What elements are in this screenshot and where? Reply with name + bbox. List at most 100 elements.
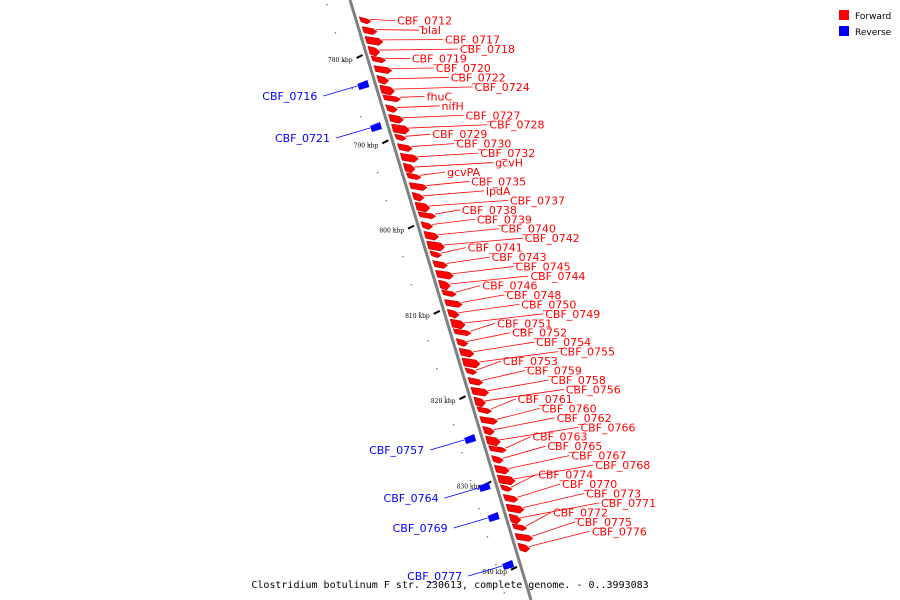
forward-gene-label: CBF_0740 xyxy=(501,223,556,236)
forward-gene-label: gcvH xyxy=(495,157,523,170)
forward-gene-label: CBF_0752 xyxy=(512,327,567,340)
forward-gene-block xyxy=(470,386,490,397)
caption: Clostridium botulinum F str. 230613, com… xyxy=(251,580,648,591)
forward-gene-label: CBF_0745 xyxy=(516,261,571,274)
forward-gene-leader xyxy=(487,379,549,392)
forward-gene-label: CBF_0763 xyxy=(532,431,587,444)
forward-gene-label: CBF_0729 xyxy=(432,128,487,141)
reverse-gene-block xyxy=(502,560,515,570)
forward-gene-leader xyxy=(519,502,600,519)
forward-gene-label: CBF_0771 xyxy=(601,497,656,510)
forward-gene-leader xyxy=(376,29,420,31)
legend-label: Reverse xyxy=(855,28,892,38)
forward-gene-leader xyxy=(461,294,505,303)
forward-gene-label: CBF_0719 xyxy=(412,53,467,66)
forward-gene-label: CBF_0765 xyxy=(547,440,602,453)
forward-gene-block xyxy=(435,269,454,280)
reverse-gene-leader xyxy=(468,565,503,577)
forward-gene-block xyxy=(385,104,398,113)
forward-gene-leader xyxy=(528,530,590,548)
forward-gene-label: CBF_0738 xyxy=(462,204,517,217)
reverse-gene-block xyxy=(357,80,370,90)
forward-gene-block xyxy=(408,182,428,191)
forward-gene-label: CBF_0732 xyxy=(480,147,535,160)
forward-gene-block xyxy=(364,36,384,46)
forward-gene-block xyxy=(373,65,393,74)
forward-gene-leader xyxy=(484,389,564,402)
forward-gene-label: CBF_0759 xyxy=(527,365,582,378)
forward-gene-block xyxy=(493,464,510,475)
forward-gene-label: CBF_0717 xyxy=(445,34,500,47)
forward-gene-block xyxy=(441,289,457,298)
forward-gene-label: CBF_0718 xyxy=(460,43,515,56)
forward-gene-label: nifH xyxy=(442,100,464,113)
forward-gene-block xyxy=(461,357,481,369)
forward-gene-block xyxy=(485,435,501,447)
forward-gene-leader xyxy=(396,105,440,108)
forward-gene-leader xyxy=(422,190,485,197)
forward-gene-leader xyxy=(458,303,520,314)
forward-gene-label: CBF_0767 xyxy=(571,450,626,463)
forward-gene-block xyxy=(426,240,446,252)
guide-dot xyxy=(495,564,497,566)
backbone-line xyxy=(348,0,533,600)
legend-swatch xyxy=(839,10,849,20)
forward-gene-label: CBF_0756 xyxy=(566,383,621,396)
reverse-gene-block xyxy=(487,512,500,522)
forward-gene-leader xyxy=(443,237,523,246)
axis-tick xyxy=(510,565,518,571)
guide-dot xyxy=(343,60,345,62)
forward-gene-block xyxy=(382,94,402,103)
reverse-gene-leader xyxy=(444,487,479,499)
forward-gene-block xyxy=(505,503,525,514)
forward-gene-leader xyxy=(525,512,552,527)
forward-gene-label: CBF_0743 xyxy=(492,251,547,264)
tick-label: 830 kbp xyxy=(457,484,482,491)
guide-dot xyxy=(503,592,506,594)
forward-gene-leader xyxy=(390,67,434,69)
tick-label: 790 kbp xyxy=(354,142,379,149)
guide-dot xyxy=(385,200,387,202)
forward-gene-leader xyxy=(408,124,488,129)
forward-gene-block xyxy=(432,260,449,269)
forward-gene-label: CBF_0768 xyxy=(595,459,650,472)
forward-gene-block xyxy=(388,114,404,124)
reverse-gene-label: CBF_0777 xyxy=(407,570,462,583)
forward-gene-leader xyxy=(517,483,561,498)
forward-gene-leader xyxy=(393,86,473,90)
forward-gene-block xyxy=(417,211,437,220)
guide-dot xyxy=(368,144,370,146)
forward-gene-leader xyxy=(496,407,540,420)
guide-dot xyxy=(469,480,472,482)
forward-gene-leader xyxy=(431,218,475,225)
guide-dot xyxy=(393,228,396,230)
forward-gene-label: CBF_0751 xyxy=(497,317,552,330)
forward-gene-leader xyxy=(464,313,544,324)
guide-dot xyxy=(351,88,354,90)
reverse-gene-label: CBF_0764 xyxy=(384,492,439,505)
forward-gene-leader xyxy=(481,370,525,381)
forward-gene-leader xyxy=(449,275,529,285)
tick-label: 810 kbp xyxy=(405,313,430,320)
forward-gene-leader xyxy=(370,18,396,22)
forward-gene-leader xyxy=(402,114,464,119)
tick-label: 800 kbp xyxy=(379,228,404,235)
forward-gene-block xyxy=(367,45,381,57)
forward-gene-label: CBF_0720 xyxy=(436,62,491,75)
forward-gene-block xyxy=(488,445,507,453)
forward-gene-label: CBF_0760 xyxy=(542,402,597,415)
forward-gene-leader xyxy=(417,152,479,158)
forward-gene-label: fhuC xyxy=(427,90,453,103)
legend-swatch xyxy=(839,26,849,36)
forward-gene-label: CBF_0774 xyxy=(538,469,593,482)
forward-gene-label: CBF_0748 xyxy=(506,289,561,302)
forward-gene-label: CBF_0746 xyxy=(482,279,537,292)
forward-gene-leader xyxy=(531,521,576,537)
forward-gene-block xyxy=(370,55,387,64)
legend-label: Forward xyxy=(855,12,891,22)
forward-gene-leader xyxy=(467,332,511,342)
forward-gene-block xyxy=(508,513,522,525)
forward-gene-leader xyxy=(440,247,466,254)
forward-gene-block xyxy=(396,143,413,152)
